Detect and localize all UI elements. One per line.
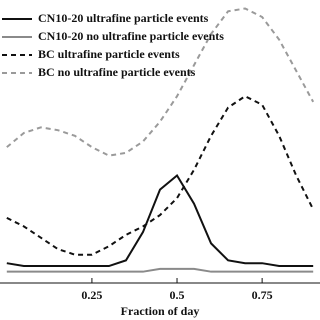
x-axis-label: Fraction of day <box>121 304 200 318</box>
line-series <box>6 173 314 268</box>
line-series <box>6 7 315 157</box>
x-tick-label: 0.75 <box>252 288 273 302</box>
x-tick-label: 0.5 <box>170 288 185 302</box>
legend-label: CN10-20 no ultrafine particle events <box>38 29 224 43</box>
legend-label: CN10-20 ultrafine particle events <box>38 11 209 25</box>
line-series <box>6 267 314 273</box>
legend-label: BC ultrafine particle events <box>38 47 180 61</box>
legend-label: BC no ultrafine particle events <box>38 65 196 79</box>
line-series <box>6 95 315 256</box>
x-tick-label: 0.25 <box>81 288 102 302</box>
